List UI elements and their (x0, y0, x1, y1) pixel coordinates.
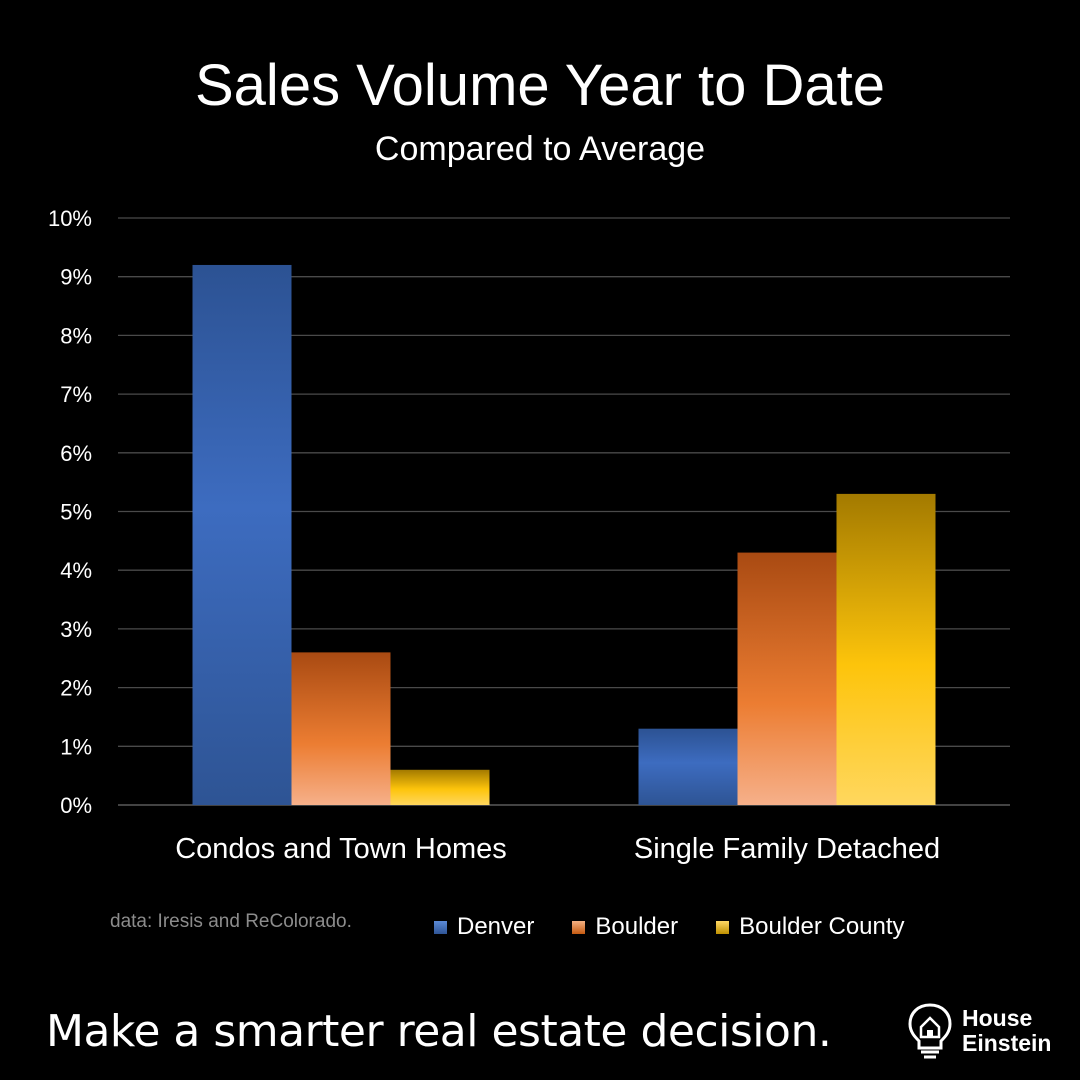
bar-denver-0 (192, 264, 292, 806)
y-tick-label: 7% (60, 382, 92, 407)
lightbulb-house-icon (908, 1003, 952, 1059)
y-tick-label: 0% (60, 793, 92, 818)
legend-swatch-boulder-county (716, 920, 730, 934)
bar-boulder-county-0 (390, 769, 490, 805)
y-tick-label: 2% (60, 676, 92, 701)
legend-label-boulder-county: Boulder County (739, 913, 905, 940)
brand-logo: House Einstein (906, 1002, 1051, 1060)
legend-item-denver: Denver (434, 913, 534, 941)
brand-line-1: House (962, 1005, 1033, 1031)
y-tick-label: 10% (48, 206, 92, 231)
y-tick-label: 3% (60, 617, 92, 642)
legend-swatch-denver (434, 920, 447, 934)
source-note: data: Iresis and ReColorado. (110, 911, 352, 932)
chart-subtitle: Compared to Average (374, 130, 706, 168)
y-tick-label: 9% (60, 265, 92, 290)
bar-chart: 0% 1% 2% 3% 4% 5% 6% 7% 8% 9% 10% Condos and Town H… (48, 206, 1010, 865)
legend: Denver Boulder Boulder County (434, 913, 905, 941)
y-tick-label: 5% (60, 500, 92, 525)
y-tick-label: 8% (60, 323, 92, 348)
legend-label-boulder: Boulder (595, 913, 679, 940)
legend-label-denver: Denver (457, 913, 535, 940)
x-category-label: Condos and Town Homes (175, 833, 507, 865)
legend-swatch-boulder (572, 920, 586, 934)
y-tick-label: 4% (60, 558, 92, 583)
bar-boulder-0 (291, 652, 391, 805)
chart-title: Sales Volume Year to Date (194, 53, 886, 118)
y-tick-label: 1% (60, 734, 92, 759)
brand-name: House Einstein (962, 1006, 1051, 1056)
bar-boulder-1 (737, 552, 837, 805)
bar-boulder-county-1 (836, 493, 936, 805)
brand-line-2: Einstein (962, 1030, 1052, 1056)
x-category-label: Single Family Detached (634, 833, 940, 865)
y-tick-label: 6% (60, 441, 92, 466)
bar-denver-1 (638, 728, 738, 805)
legend-item-boulder-county: Boulder County (716, 913, 905, 941)
legend-item-boulder: Boulder (572, 913, 678, 941)
tagline: Make a smarter real estate decision. (46, 1006, 832, 1057)
